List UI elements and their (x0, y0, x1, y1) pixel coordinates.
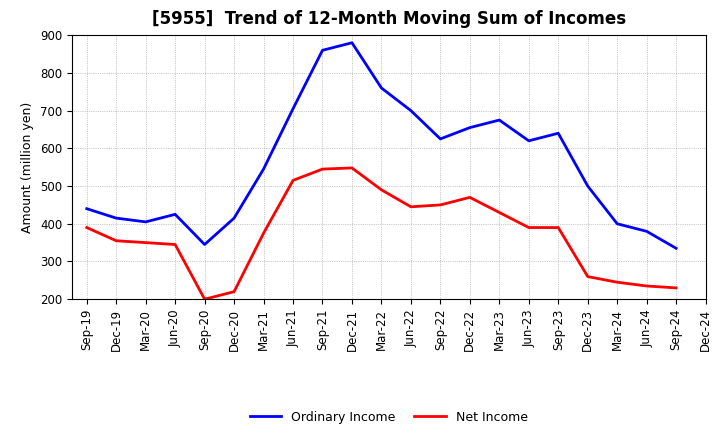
Ordinary Income (200, 242, 209, 247)
Net Income (583, 274, 592, 279)
Net Income (466, 195, 474, 200)
Ordinary Income (495, 117, 503, 123)
Ordinary Income (583, 183, 592, 189)
Net Income (613, 279, 621, 285)
Net Income (259, 231, 268, 236)
Ordinary Income (642, 229, 651, 234)
Ordinary Income (171, 212, 179, 217)
Ordinary Income (259, 166, 268, 172)
Line: Net Income: Net Income (86, 168, 676, 299)
Net Income (554, 225, 562, 230)
Ordinary Income (436, 136, 445, 142)
Net Income (524, 225, 533, 230)
Line: Ordinary Income: Ordinary Income (86, 43, 676, 248)
Ordinary Income (554, 131, 562, 136)
Ordinary Income (524, 138, 533, 143)
Ordinary Income (82, 206, 91, 211)
Ordinary Income (230, 216, 238, 221)
Net Income (112, 238, 120, 243)
Ordinary Income (318, 48, 327, 53)
Net Income (289, 178, 297, 183)
Y-axis label: Amount (million yen): Amount (million yen) (22, 102, 35, 233)
Net Income (436, 202, 445, 208)
Net Income (672, 285, 680, 290)
Ordinary Income (377, 85, 386, 91)
Ordinary Income (289, 106, 297, 111)
Net Income (642, 283, 651, 289)
Net Income (318, 166, 327, 172)
Ordinary Income (348, 40, 356, 45)
Net Income (82, 225, 91, 230)
Net Income (171, 242, 179, 247)
Net Income (348, 165, 356, 171)
Net Income (377, 187, 386, 192)
Ordinary Income (407, 108, 415, 113)
Ordinary Income (613, 221, 621, 227)
Net Income (407, 204, 415, 209)
Net Income (141, 240, 150, 245)
Title: [5955]  Trend of 12-Month Moving Sum of Incomes: [5955] Trend of 12-Month Moving Sum of I… (152, 10, 626, 28)
Net Income (230, 289, 238, 294)
Net Income (495, 210, 503, 215)
Legend: Ordinary Income, Net Income: Ordinary Income, Net Income (245, 406, 533, 429)
Ordinary Income (466, 125, 474, 130)
Ordinary Income (141, 219, 150, 224)
Net Income (200, 297, 209, 302)
Ordinary Income (672, 246, 680, 251)
Ordinary Income (112, 216, 120, 221)
